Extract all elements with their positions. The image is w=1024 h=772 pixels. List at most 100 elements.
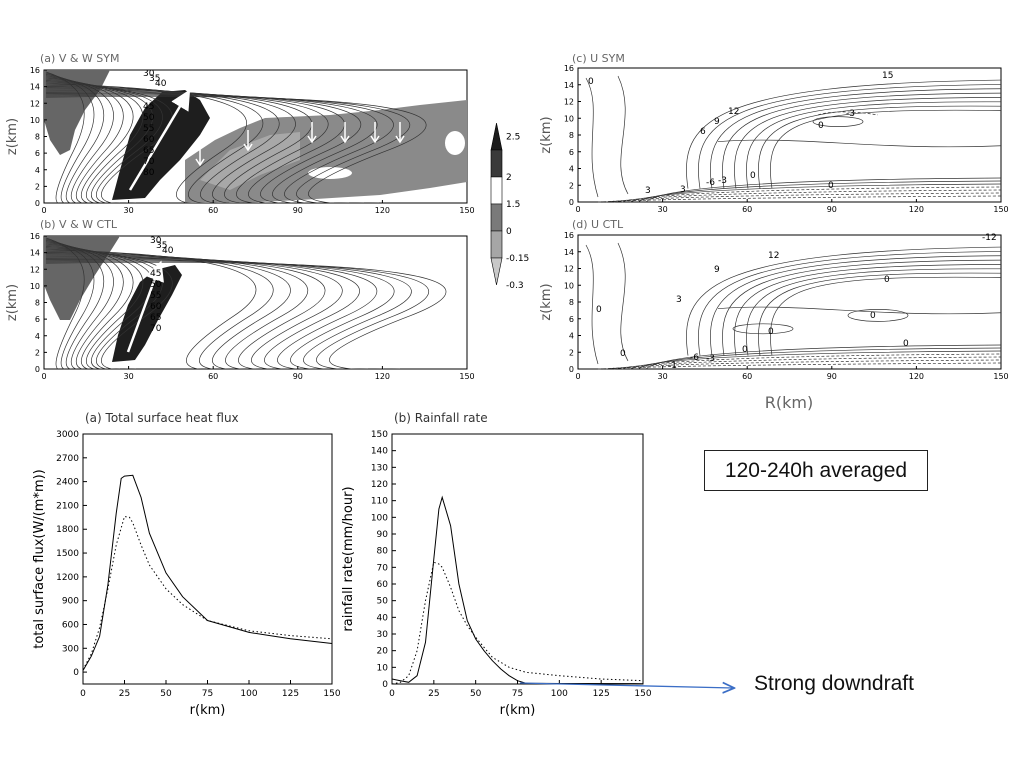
u-contour <box>769 276 1002 356</box>
x-tick-label: 30 <box>658 372 668 381</box>
v-contour <box>45 262 447 369</box>
downdraft-arrow-head <box>243 143 253 152</box>
u-contour <box>746 101 1002 189</box>
v-contour-label: 80 <box>143 168 155 178</box>
x-axis-label: r(km) <box>190 703 226 718</box>
chart-title: (b) Rainfall rate <box>394 411 488 425</box>
x-tick-label: 120 <box>375 206 390 215</box>
z-tick-label: 4 <box>569 332 574 341</box>
y-tick-label: 10 <box>377 663 389 673</box>
downdraft-label: Strong downdraft <box>754 672 914 695</box>
u-contour <box>621 353 1002 370</box>
x-tick-label: 30 <box>124 206 134 215</box>
colorbar-label: -0.3 <box>506 281 524 291</box>
z-tick-label: 0 <box>35 365 40 374</box>
z-tick-label: 14 <box>30 83 40 92</box>
x-tick-label: 50 <box>470 689 482 699</box>
u-contour-label: 0 <box>884 275 890 285</box>
chart-frame <box>82 433 333 685</box>
u-contour <box>597 362 1002 370</box>
u-contour <box>645 344 1002 370</box>
u-contour <box>717 306 1002 315</box>
v-contour-label: 70 <box>143 157 155 167</box>
y-tick-label: 20 <box>377 647 389 657</box>
chart-title: (a) Total surface heat flux <box>85 411 239 425</box>
y-tick-label: 0 <box>73 668 79 678</box>
colorbar-segment <box>490 122 503 151</box>
v-contour-label: 55 <box>143 124 154 134</box>
downdraft-arrow-head <box>307 135 317 144</box>
z-tick-label: 6 <box>35 149 40 158</box>
u-contour-label: -6 <box>690 353 699 363</box>
u-contour <box>698 251 1002 356</box>
x-tick-label: 125 <box>282 689 299 699</box>
y-tick-label: 150 <box>371 430 388 440</box>
v-contour <box>45 261 429 369</box>
y-tick-label: 120 <box>371 480 388 490</box>
x-tick-label: 150 <box>459 372 474 381</box>
colorbar-label: 2.5 <box>506 133 520 143</box>
u-contour-label: -6 <box>706 178 715 188</box>
x-tick-label: 25 <box>119 689 130 699</box>
z-tick-label: 2 <box>569 348 574 357</box>
v-contour <box>45 76 124 203</box>
u-contour-label: 0 <box>620 349 626 359</box>
v-contour <box>45 241 114 369</box>
u-contour-label: 6 <box>700 127 706 137</box>
colorbar-label: -0.15 <box>506 254 529 264</box>
x-tick-label: 150 <box>993 372 1008 381</box>
y-axis-label: total surface flux(W/(m*m)) <box>32 469 47 649</box>
u-contour <box>585 244 599 365</box>
x-tick-label: 100 <box>240 689 257 699</box>
x-tick-label: 90 <box>293 206 303 215</box>
y-tick-label: 2700 <box>56 454 79 464</box>
r-axis-label: R(km) <box>765 393 813 412</box>
u-contour <box>637 180 1002 203</box>
u-contour <box>698 84 1002 189</box>
v-contour-label: 65 <box>150 313 161 323</box>
u-contour <box>734 97 1002 189</box>
u-contour-label: 0 <box>903 339 909 349</box>
x-tick-label: 75 <box>202 689 213 699</box>
u-contour-label: -3 <box>846 109 855 119</box>
v-contour <box>45 240 105 369</box>
x-tick-label: 125 <box>593 689 610 699</box>
colorbar-label: 2 <box>506 173 512 183</box>
x-tick-label: 120 <box>375 372 390 381</box>
v-contour-label: 40 <box>162 246 174 256</box>
z-axis-label: z(km) <box>5 284 20 321</box>
y-tick-label: 300 <box>62 644 79 654</box>
x-tick-label: 0 <box>80 689 86 699</box>
u-contour-label: 0 <box>828 181 834 191</box>
v-contour <box>45 75 114 203</box>
y-tick-label: 70 <box>377 563 389 573</box>
panel-title: (b) V & W CTL <box>40 218 118 231</box>
v-contour-label: 45 <box>150 269 161 279</box>
colorbar-segment <box>490 203 503 232</box>
u-contour <box>637 347 1002 370</box>
u-contour <box>645 177 1002 203</box>
series-line-dotted <box>391 561 644 685</box>
u-contour <box>722 92 1002 189</box>
y-tick-label: 2400 <box>56 478 79 488</box>
z-tick-label: 14 <box>30 249 40 258</box>
z-tick-label: 6 <box>569 315 574 324</box>
u-contour-label: 0 <box>588 77 594 87</box>
u-contour <box>732 323 794 335</box>
x-tick-label: 150 <box>634 689 651 699</box>
v-contour-label: 40 <box>155 79 167 89</box>
u-contour-label: 12 <box>768 251 779 261</box>
u-contour-label: 9 <box>714 117 720 127</box>
y-tick-label: 2100 <box>56 501 79 511</box>
z-tick-label: 8 <box>35 299 40 308</box>
y-tick-label: 3000 <box>56 430 79 440</box>
x-tick-label: 60 <box>208 206 218 215</box>
y-tick-label: 1800 <box>56 525 79 535</box>
v-contour <box>45 81 163 203</box>
u-contour <box>746 268 1002 356</box>
panel-title: (a) V & W SYM <box>40 52 119 65</box>
z-tick-label: 2 <box>569 181 574 190</box>
rainfall-chart: (b) Rainfall rate 0 25 50 75 100 125 150 0 10 20 30… <box>341 411 652 718</box>
panel-title: (c) U SYM <box>572 52 625 65</box>
